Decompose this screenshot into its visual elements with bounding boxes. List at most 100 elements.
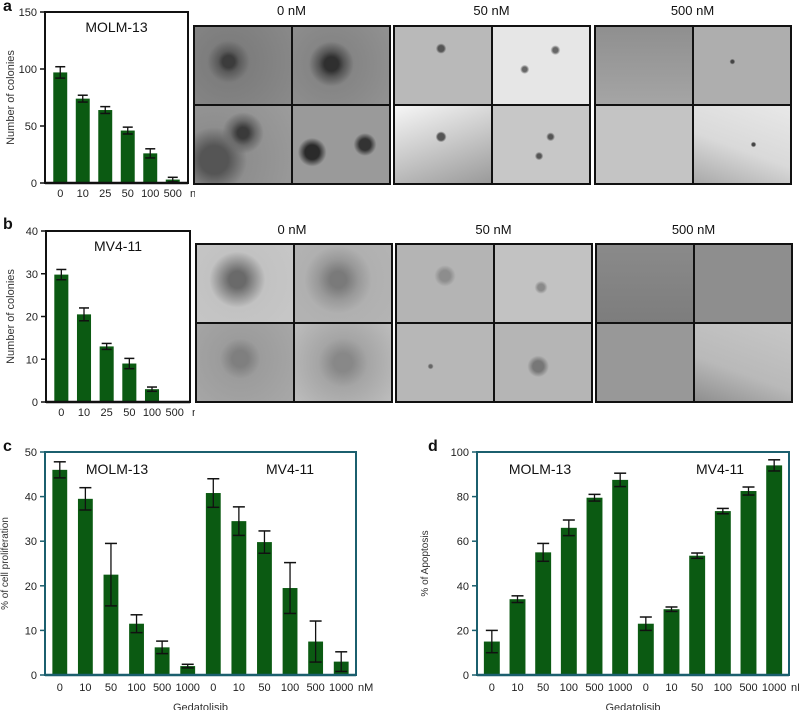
x-tick-label: 50 [537, 682, 549, 694]
bar [77, 498, 93, 675]
y-tick-label: 0 [31, 178, 37, 190]
group-label: MV4-11 [696, 461, 744, 477]
bar [560, 527, 577, 675]
x-tick-label: 500 [739, 682, 757, 694]
y-tick-label: 50 [25, 447, 37, 459]
x-tick-label: 10 [233, 682, 245, 694]
micro-b-label-500: 500 nM [671, 222, 716, 237]
micrograph [397, 245, 493, 322]
micrograph [295, 324, 391, 401]
micrograph [596, 27, 692, 104]
panel-label-d: d [428, 438, 438, 455]
micrograph [395, 106, 491, 183]
micrograph [695, 324, 791, 401]
micrograph [293, 106, 389, 183]
bar [144, 389, 160, 402]
bar [76, 314, 92, 402]
x-axis-label: nM Gedatolisib [190, 188, 195, 200]
y-tick-label: 20 [25, 581, 37, 593]
micrograph [597, 324, 693, 401]
micrograph [493, 27, 589, 104]
bar [586, 497, 603, 675]
x-tick-label: 500 [153, 682, 171, 694]
y-tick-label: 0 [32, 397, 38, 409]
x-axis-label: Gedatolisib [605, 702, 660, 710]
bar [54, 274, 69, 402]
bar [52, 469, 68, 675]
y-tick-label: 100 [451, 447, 469, 459]
group-label: MOLM-13 [86, 461, 148, 477]
x-tick-label: 500 [306, 682, 324, 694]
micrograph [495, 324, 591, 401]
bar [129, 623, 144, 675]
y-tick-label: 80 [457, 492, 469, 504]
x-tick-label: 500 [164, 188, 182, 200]
y-axis-label: Number of colonies [5, 269, 17, 364]
bar [689, 555, 706, 675]
micro-b-label-50: 50 nM [475, 222, 512, 237]
micrograph [197, 245, 293, 322]
x-unit-label: nM [358, 682, 373, 694]
y-tick-label: 40 [25, 492, 37, 504]
bar [282, 588, 298, 675]
y-tick-label: 10 [26, 354, 38, 366]
micro-a-500nM [594, 25, 792, 185]
micro-a-label-500: 500 nM [670, 3, 715, 18]
bar [180, 666, 196, 675]
x-axis-label: nM Gedatolisib [192, 407, 195, 419]
x-tick-label: 100 [127, 682, 145, 694]
micro-b-0nM [195, 243, 393, 403]
x-tick-label: 50 [122, 188, 134, 200]
micrograph [293, 27, 389, 104]
x-tick-label: 0 [489, 682, 495, 694]
y-tick-label: 60 [457, 536, 469, 548]
bar [509, 599, 526, 675]
x-tick-label: 50 [105, 682, 117, 694]
micrograph [197, 324, 293, 401]
bar [75, 98, 90, 183]
bar [120, 130, 135, 183]
micrograph [493, 106, 589, 183]
x-tick-label: 100 [281, 682, 299, 694]
micrograph [195, 27, 291, 104]
chart-title: MV4-11 [94, 238, 142, 254]
micro-a-0nM [193, 25, 391, 185]
group-label: MOLM-13 [509, 461, 571, 477]
micrograph [695, 245, 791, 322]
y-tick-label: 150 [19, 7, 37, 19]
y-tick-label: 10 [25, 625, 37, 637]
x-tick-label: 500 [165, 407, 183, 419]
bar [663, 609, 680, 675]
micrograph [597, 245, 693, 322]
x-tick-label: 100 [714, 682, 732, 694]
y-tick-label: 30 [25, 536, 37, 548]
y-axis-label: Number of colonies [5, 50, 17, 145]
micrograph [397, 324, 493, 401]
y-tick-label: 50 [25, 121, 37, 133]
x-tick-label: 0 [643, 682, 649, 694]
bar [143, 153, 158, 183]
bar [612, 479, 629, 675]
micro-a-label-0: 0 nM [277, 3, 306, 18]
x-unit-label: nM [791, 682, 799, 694]
group-label: MV4-11 [266, 461, 314, 477]
y-axis-label: % of cell proliferation [0, 517, 11, 610]
x-tick-label: 1000 [762, 682, 786, 694]
x-tick-label: 10 [78, 407, 90, 419]
bar [483, 641, 500, 675]
chart-b-mv411-colonies: 0 10 20 30 40 Number of colonies 0 10 25 50 100 500… [5, 226, 195, 419]
bar [205, 493, 221, 675]
panel-label-b: b [3, 216, 13, 233]
chart-a-molm13-colonies: 0 50 100 150 Number of colonies 0 10 25 50 100 500… [5, 7, 195, 200]
x-tick-label: 10 [77, 188, 89, 200]
bar [637, 623, 654, 675]
x-tick-label: 100 [141, 188, 159, 200]
bar [98, 110, 113, 183]
bar [257, 542, 272, 675]
x-tick-label: 100 [143, 407, 161, 419]
micrograph [495, 245, 591, 322]
x-tick-label: 1000 [175, 682, 199, 694]
x-tick-label: 1000 [608, 682, 632, 694]
chart-c-cell-proliferation: 0 10 20 30 40 50 % of cell proliferation 0 10 50 1… [0, 447, 373, 710]
